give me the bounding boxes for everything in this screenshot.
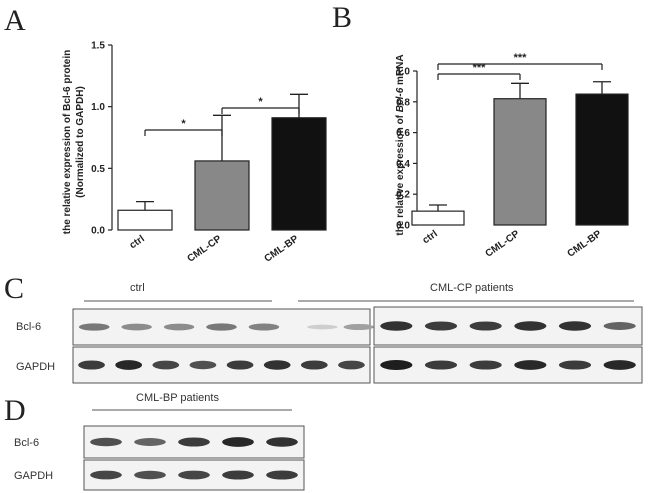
blot-c-bcl6-right-band [380, 321, 413, 331]
chart-b-ytick-label: 0.6 [396, 128, 410, 139]
blot-c-bcl6-right-frame [373, 306, 643, 346]
blot-d-bcl6-band [266, 437, 298, 447]
chart-b-ytick-label: 0.2 [396, 190, 410, 201]
blot-d-gapdh-band [134, 470, 166, 480]
blot-c-gapdh-left-band [263, 360, 291, 370]
chart-a-sig-label: * [258, 96, 263, 108]
blot-c-bcl6-left-band [78, 323, 110, 331]
blot-c-gapdh-right-band [424, 360, 458, 370]
blot-c-gapdh-left-band [189, 360, 217, 370]
chart-a-bar-cml-cp [194, 160, 250, 231]
blot-c-gapdh-right-band [558, 360, 592, 370]
chart-b-bar-cml-cp [493, 98, 547, 226]
blot-d-gapdh-band [222, 470, 254, 480]
blot-c-bcl6-left-band [343, 323, 375, 331]
chart-b-bar-ctrl [411, 210, 465, 226]
chart-a-category-label: CML-CP [186, 233, 224, 265]
blot-c-bcl6-left-band [121, 323, 152, 331]
blot-d-row-gapdh: GAPDH [14, 470, 53, 482]
western-blot-c: ctrl CML-CP patients Bcl-6 GAPDH [16, 282, 643, 384]
chart-a-ylabel-line2: (Normalized to GAPDH) [75, 86, 86, 198]
blot-c-bcl6-left-band [248, 323, 280, 331]
chart-b-sig-label: *** [473, 62, 487, 74]
chart-b-ytick-label: 0.4 [396, 159, 410, 170]
blot-c-gapdh-right-band [514, 360, 547, 370]
chart-a-bar-cml-bp [271, 117, 327, 231]
blot-c-gapdh-left-band [338, 360, 365, 370]
blot-c-bcl6-right-band [603, 322, 636, 330]
panel-label-b: B [332, 1, 352, 34]
blot-c-gapdh-left-band [78, 360, 105, 370]
panel-label-d: D [4, 394, 26, 427]
blot-c-gapdh-right-band [469, 360, 502, 370]
blot-c-bcl6-right-band [469, 321, 502, 331]
blot-c-group-ctrl: ctrl [130, 282, 145, 294]
chart-a-bar-ctrl [117, 209, 173, 231]
chart-a-ytick-label: 1.5 [91, 41, 105, 52]
chart-b-ytick-label: 1.0 [396, 67, 410, 78]
blot-d-row-bcl6: Bcl-6 [14, 437, 39, 449]
blot-c-bcl6-left-band [307, 324, 338, 330]
blot-d-bcl6-band [222, 437, 254, 447]
chart-b: the relative expression of Bcl-6 mRNA 0.… [395, 52, 629, 260]
blot-c-row-bcl6: Bcl-6 [16, 321, 41, 333]
chart-b-bar-cml-bp [575, 93, 629, 226]
chart-a-ytick-label: 0.0 [91, 226, 105, 237]
blot-c-gapdh-left-band [300, 360, 328, 370]
blot-d-bcl6-band [178, 437, 210, 447]
blot-c-bcl6-left-band [206, 323, 237, 331]
chart-b-ytick-label: 0.8 [396, 97, 410, 108]
blot-c-bcl6-right-band [514, 321, 547, 331]
western-blot-d: CML-BP patients Bcl-6 GAPDH [14, 392, 305, 491]
blot-c-gapdh-left-band [115, 360, 143, 370]
chart-b-category-label: CML-BP [566, 228, 604, 260]
blot-d-group-bp: CML-BP patients [136, 392, 219, 404]
blot-d-gapdh-band [90, 470, 122, 480]
chart-b-category-label: CML-CP [484, 228, 522, 260]
blot-c-gapdh-left-band [152, 360, 180, 370]
chart-a: the relative expression of Bcl-6 protein… [62, 41, 327, 265]
blot-d-bcl6-band [134, 438, 166, 446]
blot-c-group-cp: CML-CP patients [430, 282, 514, 294]
blot-c-gapdh-right-band [380, 360, 413, 370]
blot-d-gapdh-band [266, 470, 298, 480]
chart-a-category-label: CML-BP [263, 233, 301, 265]
chart-a-ytick-label: 1.0 [91, 102, 105, 113]
blot-c-bcl6-right-band [558, 321, 592, 331]
chart-b-ytick-label: 0.0 [396, 221, 410, 232]
blot-c-bcl6-right-band [424, 321, 458, 331]
blot-d-bcl6-band [90, 437, 122, 447]
chart-b-category-label: ctrl [421, 228, 440, 246]
chart-b-ylabel: the relative expression of Bcl-6 mRNA [395, 54, 406, 235]
chart-a-ytick-label: 0.5 [91, 164, 105, 175]
panel-label-c: C [4, 272, 24, 305]
panel-label-a: A [4, 4, 26, 37]
chart-a-sig-label: * [181, 118, 186, 130]
blot-c-gapdh-right-band [603, 360, 636, 370]
chart-a-ylabel-line1: the relative expression of Bcl-6 protein [62, 50, 73, 235]
blot-c-row-gapdh: GAPDH [16, 361, 55, 373]
blot-d-gapdh-band [178, 470, 210, 480]
chart-a-category-label: ctrl [128, 233, 147, 251]
blot-c-gapdh-left-band [226, 360, 254, 370]
blot-c-gapdh-right-frame [373, 346, 643, 384]
chart-b-sig-label: *** [514, 52, 528, 64]
blot-c-bcl6-left-band [163, 323, 195, 331]
